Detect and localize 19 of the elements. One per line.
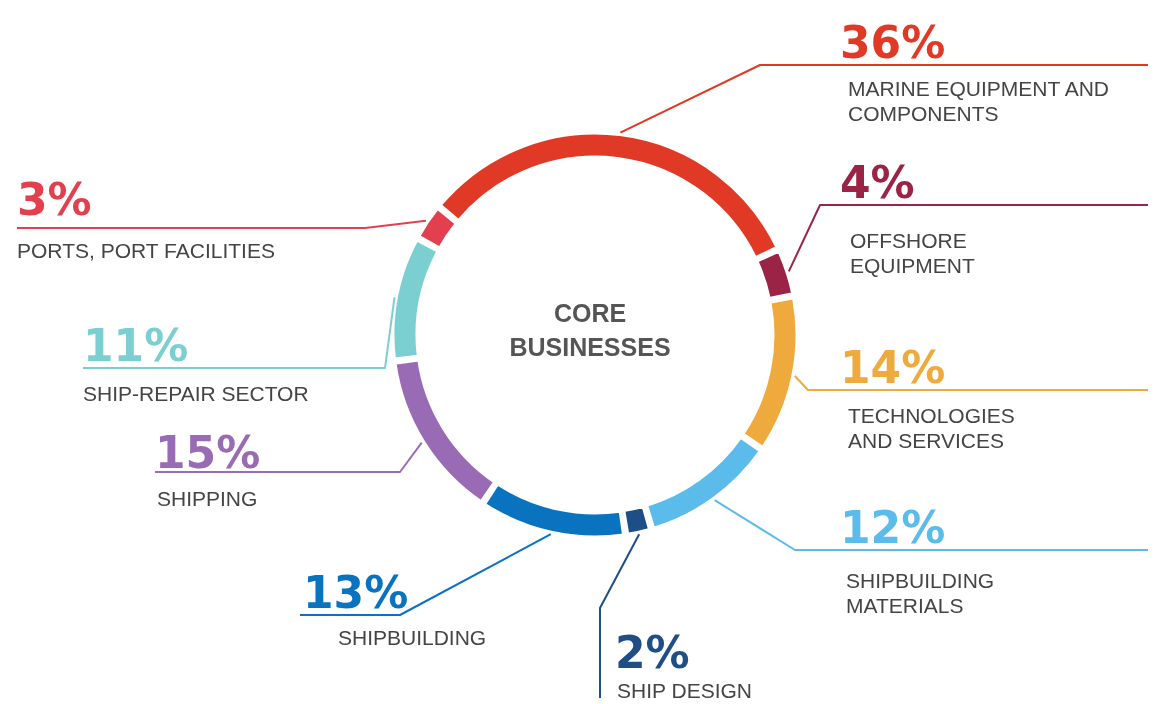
slice-label: SHIPPING (157, 487, 258, 510)
slice-label: SHIPBUILDING MATERIALS (846, 569, 995, 617)
data-label: 14% (840, 342, 946, 393)
text: CORE BUSINESSES (509, 299, 671, 361)
data-label: 36% (840, 17, 946, 68)
slice-label: TECHNOLOGIES AND SERVICES (848, 404, 1015, 452)
data-label: 15% (155, 427, 261, 478)
data-label: 12% (840, 502, 946, 553)
slice-label: SHIPBUILDING (338, 626, 487, 649)
slice-label: SHIP-REPAIR SECTOR (83, 382, 309, 405)
data-label: 11% (83, 320, 189, 371)
slice-label: MARINE EQUIPMENT AND COMPONENTS (848, 77, 1109, 125)
data-label: 13% (303, 567, 409, 618)
data-label: 4% (840, 157, 915, 208)
data-label: 3% (17, 174, 92, 225)
slice-label: SHIP DESIGN (617, 679, 752, 702)
slice-label: OFFSHORE EQUIPMENT (850, 229, 976, 277)
data-label: 2% (615, 627, 690, 678)
slice-label: PORTS, PORT FACILITIES (17, 239, 275, 262)
